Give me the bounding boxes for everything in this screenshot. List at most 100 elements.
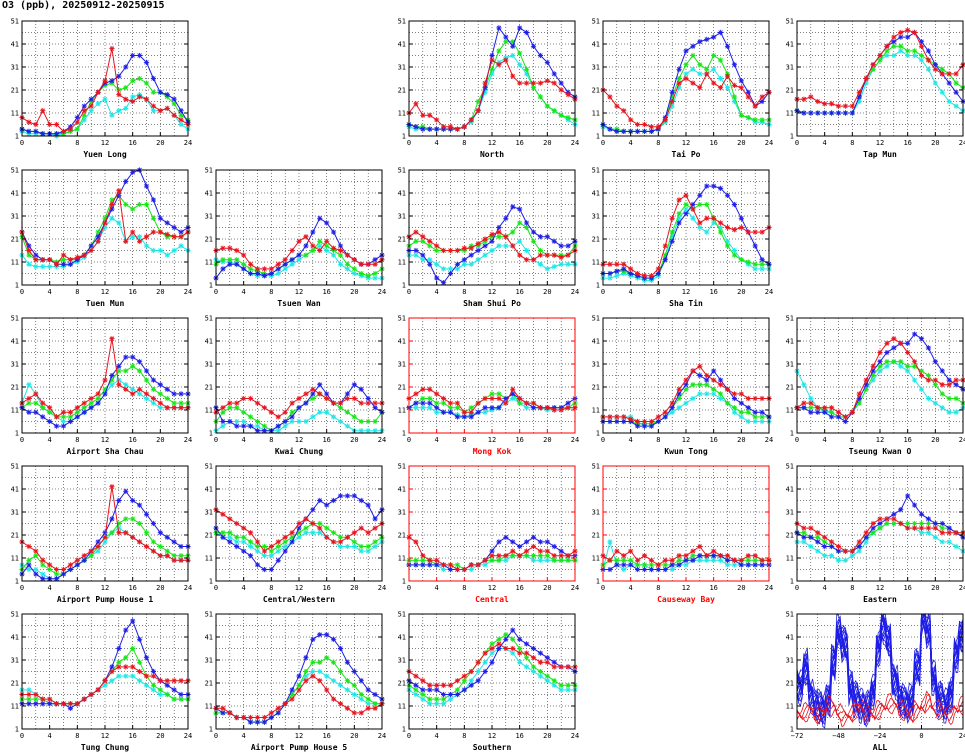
- data-point-red: [164, 105, 170, 111]
- data-point-red: [551, 80, 557, 86]
- data-point-cyan: [510, 52, 516, 59]
- data-point-blue: [157, 89, 163, 95]
- data-point-red: [738, 557, 744, 563]
- data-point-blue: [116, 645, 122, 652]
- ytick-label: 41: [205, 486, 213, 494]
- data-point-blue: [503, 34, 509, 40]
- panel-title: Tai Po: [672, 149, 701, 159]
- panel-title: Causeway Bay: [657, 595, 715, 604]
- data-point-red: [842, 414, 849, 420]
- xtick-label: 20: [350, 436, 358, 444]
- data-point-green: [745, 259, 751, 265]
- data-point-green: [496, 391, 502, 397]
- data-point-blue: [614, 268, 620, 274]
- data-point-red: [275, 261, 281, 267]
- xtick-label: 4: [242, 288, 246, 296]
- xtick-label: 0: [407, 436, 411, 444]
- data-point-red: [877, 52, 883, 59]
- ytick-label: 51: [11, 611, 19, 619]
- xtick-label: 24: [959, 732, 965, 740]
- data-point-red: [109, 46, 115, 52]
- data-point-blue: [946, 80, 952, 86]
- data-point-red: [317, 678, 323, 684]
- data-point-cyan: [317, 668, 323, 675]
- data-point-cyan: [717, 395, 724, 402]
- data-point-red: [468, 562, 474, 568]
- data-point-blue: [164, 682, 170, 688]
- data-point-green: [523, 224, 530, 231]
- data-point-red: [468, 409, 474, 415]
- data-point-green: [116, 87, 122, 93]
- data-point-cyan: [130, 234, 136, 240]
- data-point-cyan: [468, 678, 474, 684]
- data-point-blue: [482, 405, 488, 411]
- xtick-label: 4: [629, 139, 633, 147]
- data-point-red: [324, 395, 330, 402]
- data-point-green: [178, 112, 184, 118]
- data-point-blue: [130, 169, 136, 175]
- data-point-red: [454, 566, 461, 573]
- ytick-label: 31: [786, 64, 794, 72]
- data-point-red: [911, 29, 918, 36]
- data-point-green: [81, 112, 87, 118]
- data-point-red: [752, 395, 758, 402]
- data-point-red: [503, 57, 509, 63]
- data-point-red: [738, 85, 744, 91]
- all-trace-red: [796, 693, 964, 719]
- data-point-cyan: [33, 264, 39, 270]
- xtick-label: 8: [75, 288, 79, 296]
- xtick-label: 4: [242, 584, 246, 592]
- data-point-blue: [697, 39, 703, 45]
- data-point-red: [317, 525, 323, 531]
- data-point-cyan: [296, 534, 302, 540]
- data-point-red: [544, 405, 550, 411]
- data-point-red: [461, 566, 467, 573]
- xtick-label: 16: [515, 139, 523, 147]
- data-point-cyan: [26, 382, 32, 388]
- data-point-cyan: [227, 534, 233, 540]
- data-point-green: [434, 400, 440, 406]
- data-point-cyan: [420, 257, 426, 263]
- xtick-label: 4: [823, 436, 827, 444]
- data-point-red: [282, 534, 288, 540]
- data-point-cyan: [558, 687, 564, 693]
- data-point-red: [835, 543, 842, 550]
- data-point-green: [109, 530, 115, 536]
- data-point-green: [234, 405, 240, 411]
- data-point-cyan: [440, 266, 447, 272]
- data-point-cyan: [724, 238, 731, 244]
- data-point-red: [628, 548, 634, 554]
- data-point-cyan: [275, 548, 281, 554]
- data-point-red: [95, 391, 101, 397]
- data-point-red: [427, 682, 433, 688]
- data-point-red: [530, 543, 537, 550]
- data-point-green: [925, 520, 932, 527]
- data-point-cyan: [447, 266, 454, 272]
- data-point-red: [898, 520, 904, 527]
- data-point-red: [828, 101, 835, 107]
- data-point-red: [551, 553, 557, 559]
- data-point-blue: [849, 110, 855, 116]
- xtick-label: 16: [322, 584, 330, 592]
- data-point-red: [143, 673, 150, 679]
- ytick-label: 31: [398, 509, 406, 517]
- data-point-cyan: [171, 247, 177, 254]
- data-point-green: [344, 261, 351, 267]
- data-point-red: [434, 682, 440, 688]
- data-point-red: [711, 80, 717, 86]
- data-point-cyan: [310, 668, 316, 675]
- data-point-blue: [157, 530, 163, 536]
- data-point-green: [918, 52, 925, 59]
- data-point-green: [171, 400, 177, 406]
- data-point-green: [88, 400, 94, 406]
- ytick-label: 51: [398, 315, 406, 323]
- data-point-blue: [234, 261, 240, 267]
- data-point-red: [358, 261, 364, 267]
- ytick-label: 41: [398, 338, 406, 346]
- data-point-blue: [220, 418, 226, 425]
- data-point-red: [60, 701, 67, 707]
- data-point-blue: [254, 428, 261, 434]
- data-point-red: [711, 215, 717, 221]
- data-point-blue: [731, 395, 738, 402]
